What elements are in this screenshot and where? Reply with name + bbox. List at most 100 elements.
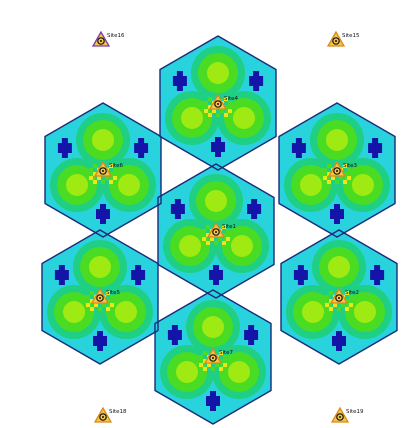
antenna-triangle-icon — [206, 221, 226, 238]
hotspot-pixel — [206, 225, 210, 229]
hotspot-pixel — [343, 164, 347, 168]
hotspot-pixel — [89, 176, 93, 180]
hotspot-pixel — [219, 351, 223, 355]
site-1-marker[interactable]: Site1 — [206, 221, 236, 238]
hotspot-pixel — [202, 229, 206, 233]
antenna-core-icon — [332, 37, 340, 45]
hotspot-pixel — [226, 237, 230, 241]
hotspot-pixel — [329, 291, 333, 295]
site-19-marker[interactable]: Site19 — [330, 406, 364, 423]
antenna-triangle-icon — [93, 406, 113, 423]
hotspot-pixel — [211, 367, 215, 371]
hotspot-pixel — [345, 307, 349, 311]
site-label: Site5 — [106, 290, 121, 296]
cluster-outline-site-3 — [278, 102, 396, 238]
hotspot-pixel — [90, 307, 94, 311]
antenna-dot-icon — [212, 357, 214, 359]
cluster-outline-site-2 — [280, 229, 398, 365]
site-5-marker[interactable]: Site5 — [90, 287, 121, 304]
hotspot-pixel — [98, 307, 102, 311]
hotspot-pixel — [347, 176, 351, 180]
antenna-core-icon — [99, 413, 107, 421]
hotspot-pixel — [327, 172, 331, 176]
hotspot-pixel — [219, 359, 223, 363]
hotspot-pixel — [339, 176, 343, 180]
hotspot-pixel — [109, 164, 113, 168]
hotspot-pixel — [199, 363, 203, 367]
hotspot-pixel — [204, 101, 208, 105]
hotspot-pixel — [86, 295, 90, 299]
antenna-dot-icon — [215, 231, 217, 233]
hotspot-pixel — [224, 105, 228, 109]
site-label: Site7 — [219, 350, 234, 356]
sector-lobe-core — [92, 129, 114, 151]
hotspot-pixel — [223, 363, 227, 367]
antenna-triangle-icon — [90, 287, 110, 304]
antenna-triangle-icon — [91, 30, 111, 47]
hotspot-pixel — [228, 101, 232, 105]
hotspot-pixel — [207, 363, 211, 367]
cluster-outline-site-1 — [157, 163, 275, 299]
hotspot-pixel — [214, 241, 218, 245]
hotspot-pixel — [102, 303, 106, 307]
null-zone-block — [97, 331, 103, 351]
site-layer[interactable]: Site4 Site6 Site3 Site1 Site5 Site2 Site7 Site1… — [90, 30, 364, 423]
antenna-core-icon — [97, 37, 105, 45]
site-18-marker[interactable]: Site18 — [93, 406, 127, 423]
null-zone-block — [251, 199, 258, 219]
antenna-core-icon — [214, 100, 222, 108]
site-4-marker[interactable]: Site4 — [208, 93, 239, 110]
hotspot-pixel — [90, 299, 94, 303]
antenna-triangle-icon — [93, 160, 113, 177]
null-zone-block — [297, 265, 304, 285]
null-zone-block — [138, 138, 145, 158]
antenna-triangle-icon — [330, 406, 350, 423]
site-7-marker[interactable]: Site7 — [203, 347, 234, 364]
sector-lobe-core — [302, 301, 325, 323]
site-16-marker[interactable]: Site16 — [91, 30, 125, 47]
sector-lobe-core — [207, 62, 229, 84]
hotspot-pixel — [226, 229, 230, 233]
site-6-marker[interactable]: Site6 — [93, 160, 124, 177]
antenna-triangle-icon — [327, 160, 347, 177]
hotspot-pixel — [329, 307, 333, 311]
hotspot-pixel — [327, 164, 331, 168]
site-3-marker[interactable]: Site3 — [327, 160, 358, 177]
cluster-outline-site-5 — [41, 229, 159, 365]
null-zone-block — [215, 137, 221, 157]
hotspot-pixel — [325, 295, 329, 299]
null-zone-block — [210, 391, 216, 411]
sector-lobe-core — [353, 301, 376, 323]
antenna-core-icon — [333, 167, 341, 175]
hotspot-pixel — [333, 303, 337, 307]
site-2-marker[interactable]: Site2 — [329, 287, 359, 304]
site-15-marker[interactable]: Site15 — [326, 30, 360, 47]
hotspot-pixel — [208, 113, 212, 117]
hotspot-pixel — [222, 225, 226, 229]
sector-lobe-core — [328, 256, 350, 278]
hotspot-pixel — [203, 359, 207, 363]
hotspot-pixel — [223, 355, 227, 359]
antenna-dot-icon — [102, 416, 104, 418]
antenna-dot-icon — [336, 170, 338, 172]
null-zone-block — [135, 265, 142, 285]
hotspot-pixel — [206, 241, 210, 245]
hotspot-pixel — [337, 307, 341, 311]
hotspot-pixel — [203, 367, 207, 371]
site-label: Site1 — [222, 224, 236, 230]
hotspot-pixel — [228, 109, 232, 113]
null-zone-block — [334, 204, 340, 224]
hotspot-pixel — [323, 168, 327, 172]
cluster-outline-layer — [41, 35, 398, 425]
cluster-outline-site-7 — [154, 289, 272, 425]
antenna-dot-icon — [102, 170, 104, 172]
hotspot-pixel — [106, 299, 110, 303]
site-label: Site16 — [107, 33, 125, 39]
antenna-core-icon — [99, 167, 107, 175]
hotspot-pixel — [89, 168, 93, 172]
hotspot-pixel — [208, 97, 212, 101]
hotspot-pixel — [93, 164, 97, 168]
hotspot-pixel — [218, 237, 222, 241]
hotspot-pixel — [113, 168, 117, 172]
